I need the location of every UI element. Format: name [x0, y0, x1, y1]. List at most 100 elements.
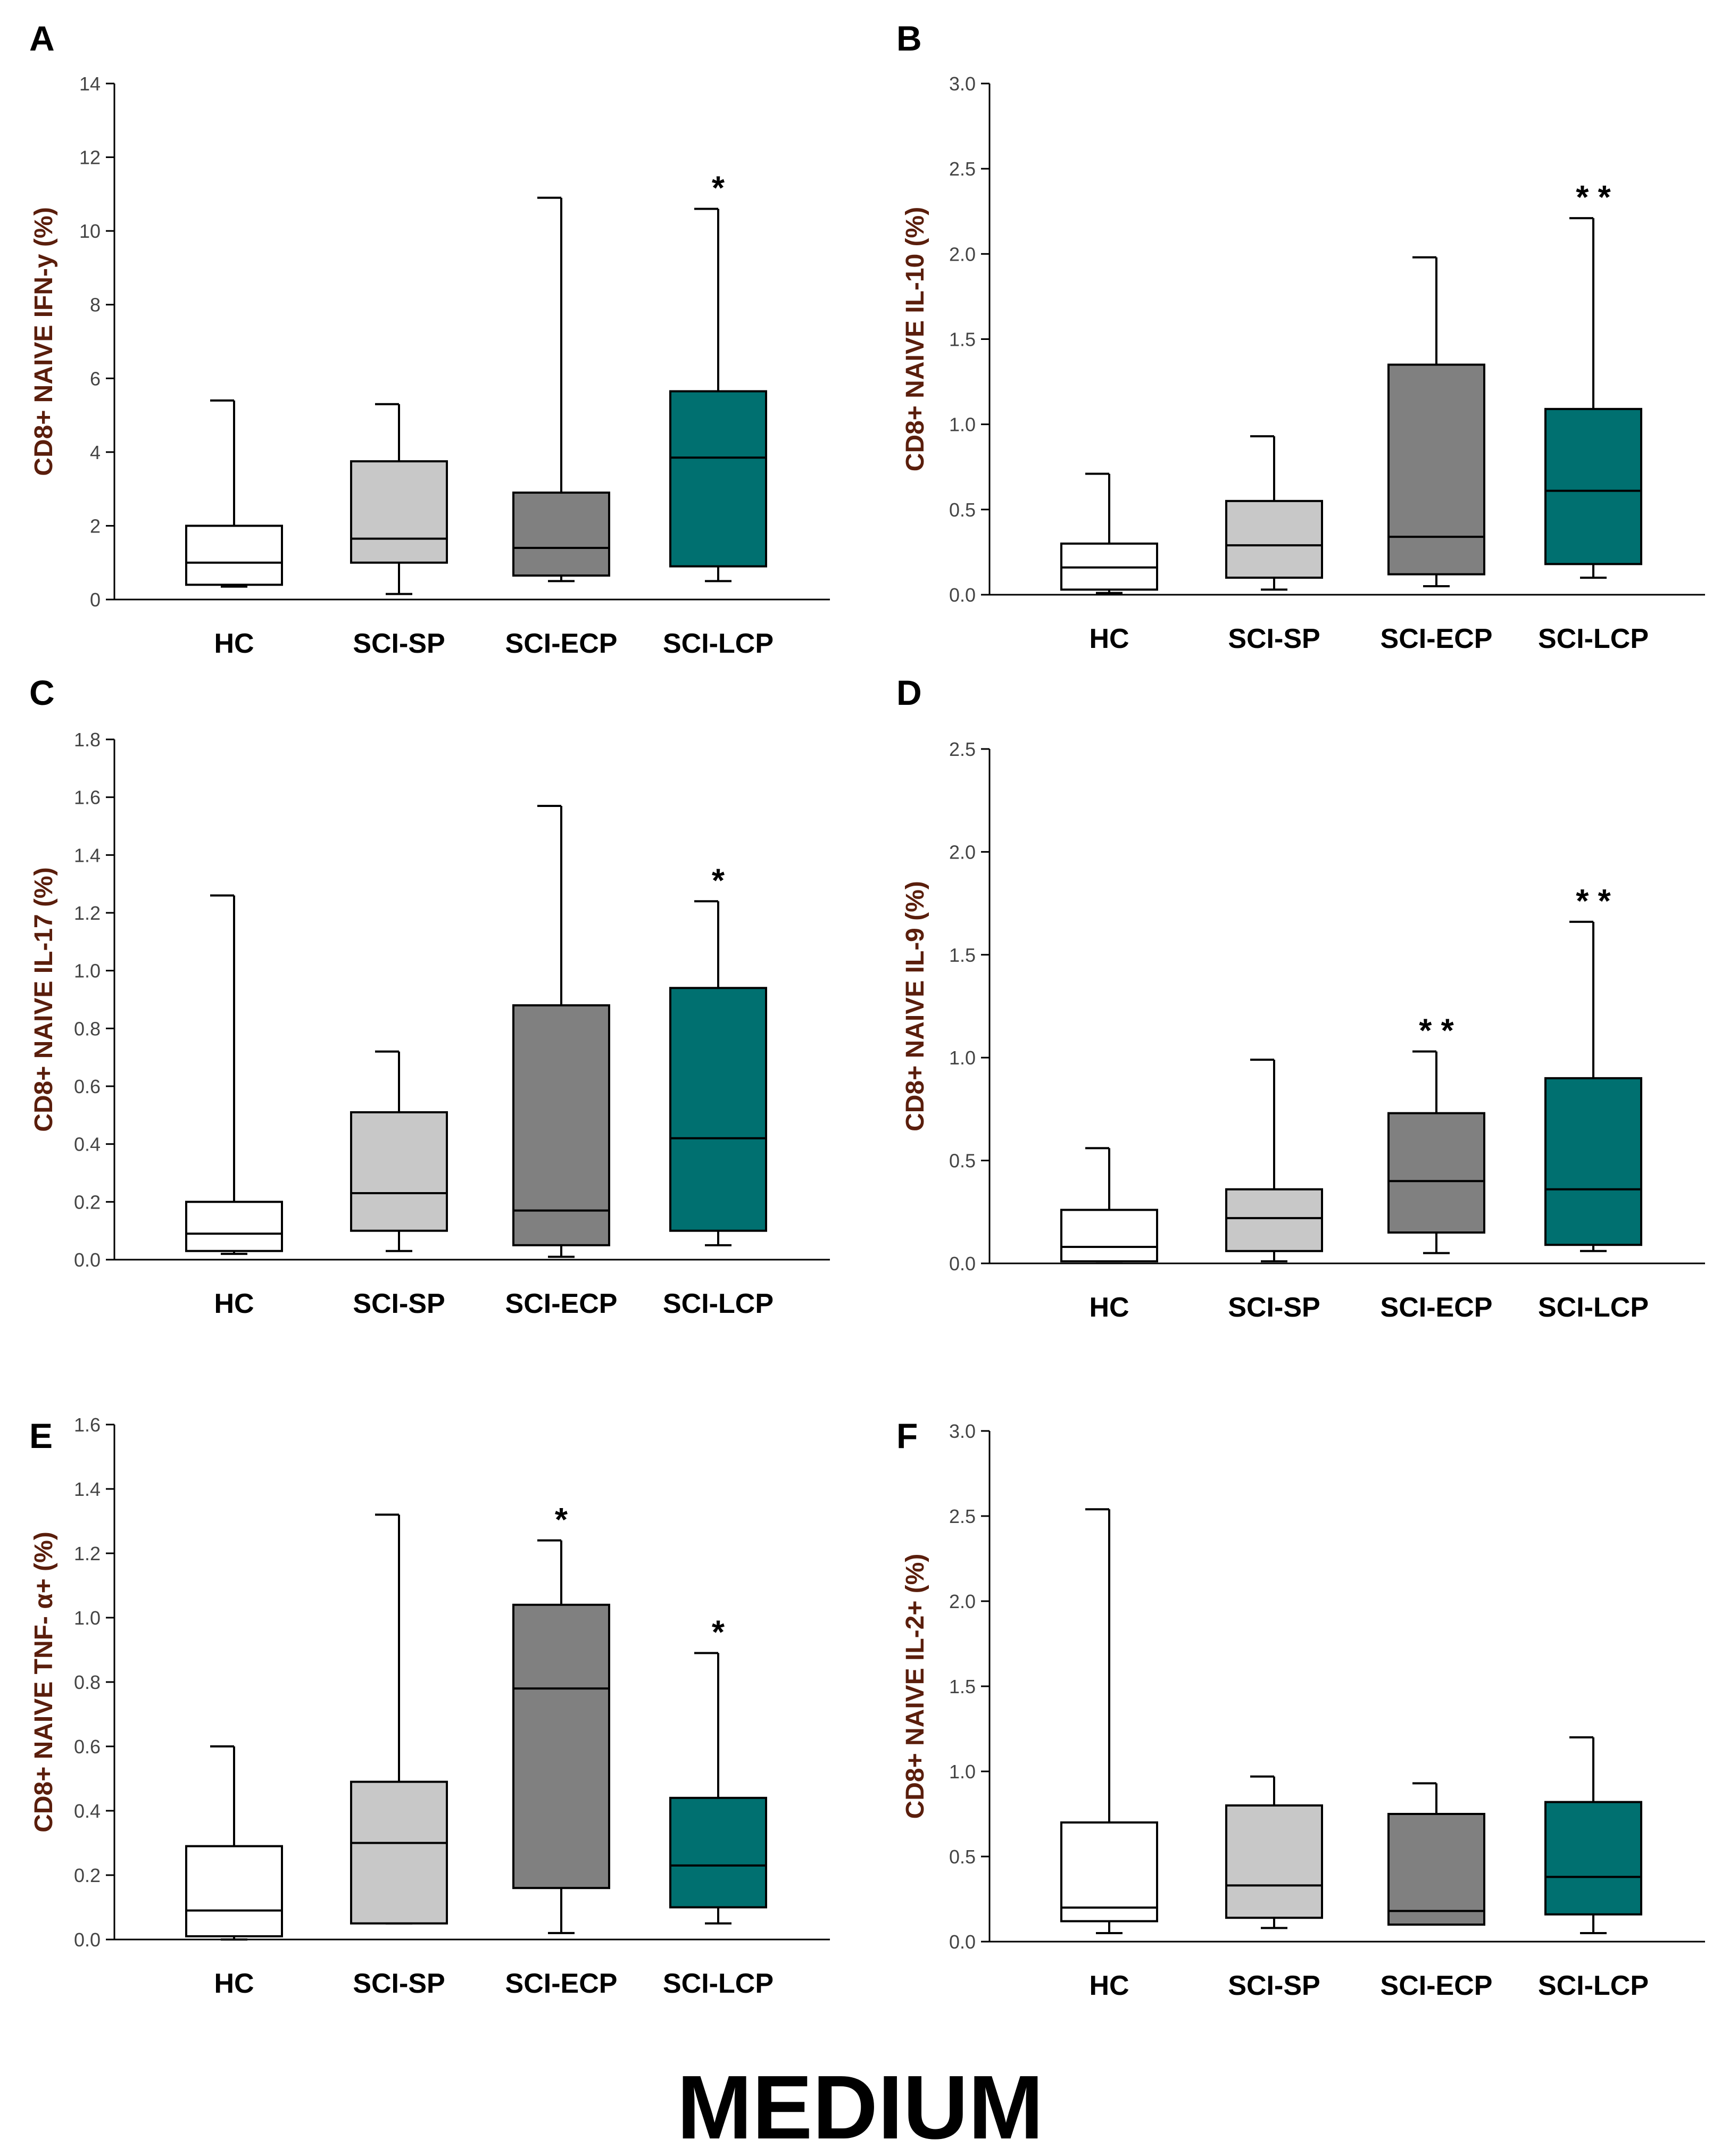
box-sci-sp — [1225, 435, 1323, 591]
y-tick-label: 0.6 — [74, 1736, 101, 1758]
box-sci-lcp: * — [669, 862, 767, 1246]
y-tick-label: 2.5 — [949, 158, 976, 180]
y-axis-label: CD8+ NAIVE IL-9 (%) — [901, 881, 929, 1131]
y-tick-label: 1.5 — [949, 944, 976, 966]
x-tick-label: SCI-SP — [1228, 1970, 1320, 2001]
iqr-box — [1225, 1804, 1323, 1919]
iqr-box — [1060, 1209, 1158, 1263]
panel-letter: A — [29, 19, 55, 58]
significance-marker: * — [712, 1614, 725, 1651]
y-tick-label: 0.2 — [74, 1191, 101, 1213]
box-hc — [185, 1745, 283, 1941]
y-tick-label: 2.5 — [949, 1505, 976, 1527]
box-sci-sp — [350, 1513, 448, 1925]
y-axis-label: CD8+ NAIVE IL-10 (%) — [901, 207, 929, 471]
box-hc — [1060, 472, 1158, 594]
significance-marker: * — [555, 1502, 568, 1538]
y-tick-label: 8 — [90, 294, 101, 316]
x-tick-label: SCI-SP — [1228, 1292, 1320, 1323]
significance-marker: * * — [1419, 1013, 1454, 1050]
box-hc — [185, 399, 283, 588]
box-hc — [185, 894, 283, 1255]
x-tick-label: HC — [1089, 1970, 1129, 2001]
y-tick-label: 0.5 — [949, 1150, 976, 1172]
iqr-box — [350, 460, 448, 564]
box-sci-lcp — [1544, 1736, 1642, 1934]
panel-letter: B — [896, 19, 922, 58]
y-axis-label: CD8+ NAIVE IL-17 (%) — [30, 867, 58, 1131]
y-tick-label: 2.0 — [949, 243, 976, 265]
panel-e: E CD8+ NAIVE TNF- α+ (%) 0.0 0.2 0.4 0.6 0.8 1.… — [29, 1414, 830, 1999]
y-tick-label: 0.0 — [949, 1253, 976, 1275]
y-tick-label: 1.8 — [74, 729, 101, 751]
y-tick-label: 0.4 — [74, 1134, 101, 1155]
iqr-box — [350, 1111, 448, 1232]
y-tick-label: 1.0 — [949, 414, 976, 436]
panel-b: B CD8+ NAIVE IL-10 (%) 0.0 0.5 1.0 1.5 2.0 2.5 3… — [896, 19, 1705, 654]
x-tick-label: HC — [214, 628, 254, 659]
box-sci-sp — [1225, 1059, 1323, 1263]
panel-letter: D — [896, 673, 922, 712]
x-tick-label: SCI-SP — [353, 1968, 445, 1999]
panel-d: D CD8+ NAIVE IL-9 (%) 0.0 0.5 1.0 1.5 2.0 2.5 HC… — [896, 673, 1705, 1323]
iqr-box — [1387, 1813, 1485, 1926]
iqr-box — [669, 987, 767, 1232]
panel-a: A CD8+ NAIVE IFN-y (%) 0 2 4 6 8 10 12 14 HC SCI-SP… — [29, 19, 830, 659]
y-tick-label: 0.6 — [74, 1076, 101, 1097]
box-sci-sp — [350, 1050, 448, 1252]
box-sci-lcp: * * — [1544, 883, 1642, 1252]
x-tick-label: SCI-SP — [353, 1288, 445, 1319]
y-tick-label: 3.0 — [949, 1420, 976, 1442]
y-tick-label: 1.2 — [74, 1543, 101, 1564]
iqr-box — [1544, 1801, 1642, 1916]
x-tick-label: HC — [1089, 1292, 1129, 1323]
iqr-box — [1387, 363, 1485, 576]
box-sci-ecp — [512, 196, 610, 582]
y-tick-label: 2.0 — [949, 841, 976, 863]
iqr-box — [1225, 1188, 1323, 1252]
x-tick-label: SCI-ECP — [1381, 1970, 1493, 2001]
x-tick-label: SCI-LCP — [663, 1968, 774, 1999]
y-tick-label: 1.5 — [949, 329, 976, 351]
iqr-box — [669, 1796, 767, 1909]
iqr-box — [1544, 1077, 1642, 1246]
iqr-box — [1225, 500, 1323, 579]
panel-letter: E — [29, 1416, 53, 1455]
box-sci-ecp — [1387, 1782, 1485, 1926]
y-tick-label: 12 — [79, 147, 101, 169]
y-tick-label: 10 — [79, 220, 101, 242]
x-tick-label: SCI-ECP — [505, 1968, 618, 1999]
iqr-box — [350, 1780, 448, 1925]
box-sci-ecp — [1387, 256, 1485, 587]
x-tick-label: SCI-LCP — [1538, 623, 1649, 654]
x-tick-label: SCI-SP — [1228, 623, 1320, 654]
y-tick-label: 0.8 — [74, 1018, 101, 1039]
panels-group: A CD8+ NAIVE IFN-y (%) 0 2 4 6 8 10 12 14 HC SCI-SP… — [29, 19, 1705, 2001]
y-axis-label: CD8+ NAIVE TNF- α+ (%) — [30, 1531, 58, 1833]
x-tick-label: SCI-ECP — [1381, 623, 1493, 654]
y-tick-label: 1.5 — [949, 1676, 976, 1697]
y-tick-label: 0.0 — [74, 1249, 101, 1271]
y-tick-label: 2.0 — [949, 1591, 976, 1612]
y-tick-label: 14 — [79, 73, 101, 95]
x-tick-label: SCI-LCP — [663, 628, 774, 659]
y-tick-label: 2 — [90, 515, 101, 537]
y-axis-label: CD8+ NAIVE IL-2+ (%) — [901, 1554, 929, 1819]
y-tick-label: 0.0 — [949, 1931, 976, 1953]
y-tick-label: 0 — [90, 589, 101, 611]
y-tick-label: 1.0 — [949, 1047, 976, 1069]
iqr-box — [185, 525, 283, 586]
x-tick-label: HC — [214, 1288, 254, 1319]
y-tick-label: 0.8 — [74, 1671, 101, 1693]
box-sci-ecp: * * — [1387, 1013, 1485, 1254]
y-tick-label: 0.4 — [74, 1800, 101, 1822]
y-tick-label: 0.5 — [949, 499, 976, 521]
panel-letter: F — [896, 1416, 918, 1455]
y-tick-label: 0.0 — [949, 584, 976, 606]
iqr-box — [512, 1603, 610, 1889]
box-hc — [1060, 1147, 1158, 1263]
panel-c: C CD8+ NAIVE IL-17 (%) 0.0 0.2 0.4 0.6 0.8 1.0 1… — [29, 673, 830, 1319]
significance-marker: * — [712, 862, 725, 899]
panel-letter: C — [29, 673, 55, 712]
